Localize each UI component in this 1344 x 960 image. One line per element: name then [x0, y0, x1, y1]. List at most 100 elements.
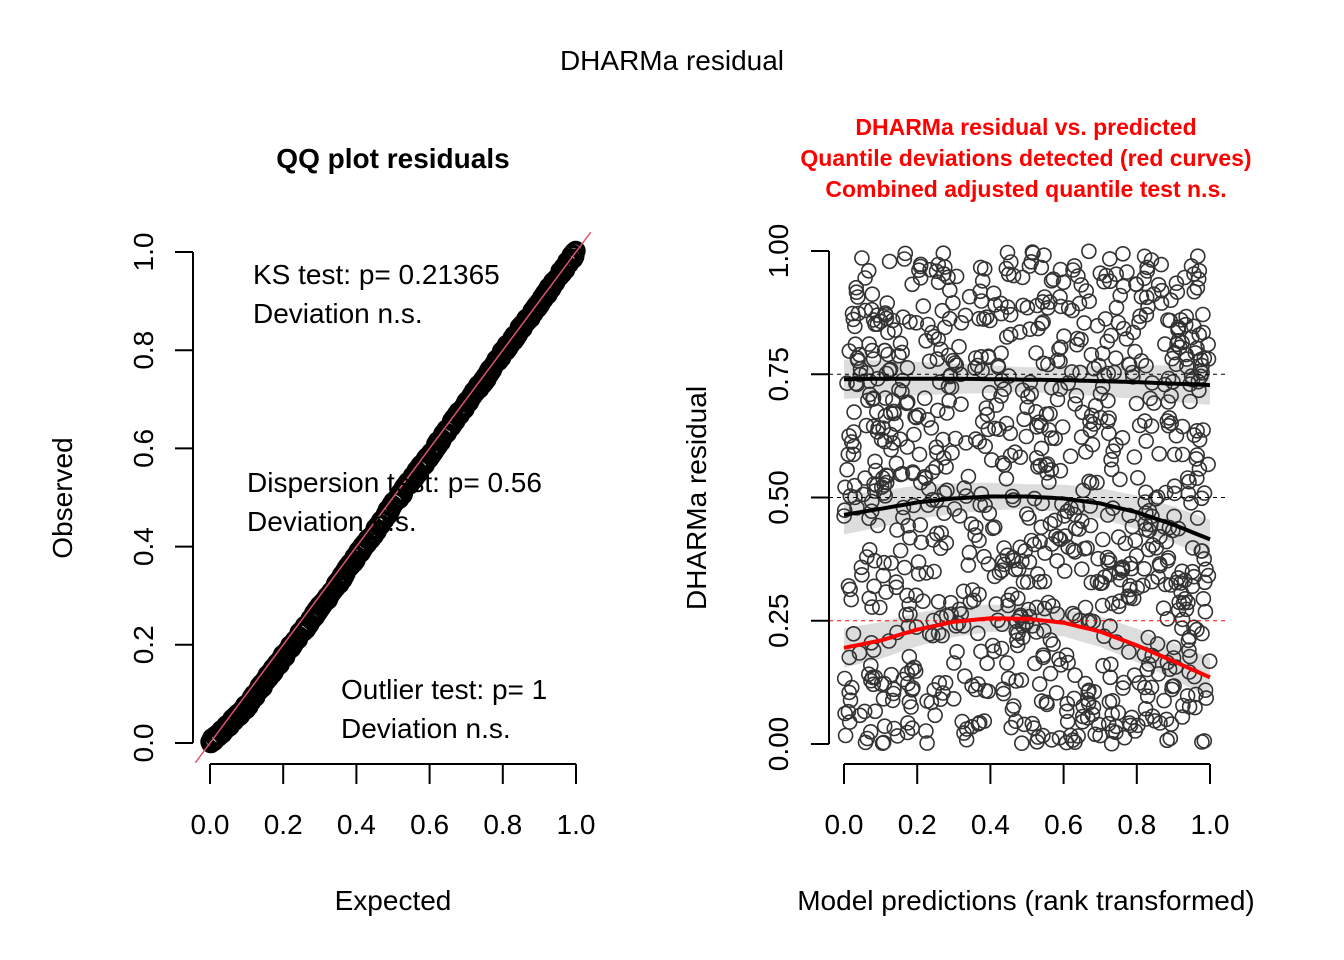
residual-point [1053, 657, 1069, 673]
residual-point [1036, 247, 1052, 263]
residual-point [1018, 428, 1035, 445]
residual-point [996, 381, 1013, 398]
residual-point [1036, 289, 1053, 305]
residual-point [960, 557, 977, 573]
residual-point [1185, 540, 1201, 556]
residual-point [986, 519, 1003, 536]
residual-point [1187, 699, 1203, 716]
residual-point [1130, 469, 1146, 486]
residual-point [1179, 358, 1195, 375]
residual-point [1039, 696, 1055, 713]
residual-point [1139, 688, 1156, 705]
qq-x-tick-label: 1.0 [557, 809, 596, 840]
residual-point [1095, 657, 1111, 674]
residual-point [1179, 470, 1196, 486]
residual-point [844, 305, 861, 322]
residual-point [1027, 655, 1043, 672]
residual-point [947, 430, 964, 447]
residual-point [1053, 298, 1069, 315]
residual-point [1082, 498, 1098, 514]
residual-point [894, 383, 910, 400]
residual-point [931, 374, 948, 390]
residual-point [945, 352, 961, 369]
residual-point [946, 655, 962, 671]
residual-point [940, 269, 956, 286]
outlier-test-line1: Outlier test: p= 1 [341, 674, 547, 705]
residual-point [1104, 595, 1121, 612]
residual-point [1056, 563, 1073, 579]
residual-point [1076, 315, 1092, 331]
residual-point [1158, 533, 1175, 550]
residual-point [910, 554, 927, 570]
residual-point [874, 735, 891, 752]
residual-point [1183, 258, 1200, 274]
residual-point [1198, 690, 1214, 706]
residual-point [953, 396, 969, 413]
residual-point [901, 596, 918, 613]
residual-point [1082, 413, 1098, 430]
residual-point [1161, 410, 1178, 426]
residual-point [937, 319, 953, 336]
residual-point [882, 361, 899, 378]
residual-point [924, 464, 941, 480]
residual-point [839, 461, 855, 478]
residual-point [861, 541, 878, 558]
residual-point [999, 547, 1016, 564]
residual-point [1120, 588, 1137, 605]
residual-point [969, 357, 986, 374]
qq-x-axis-label: Expected [335, 885, 452, 916]
residual-point [949, 643, 965, 660]
residual-point [918, 332, 934, 349]
residual-point [1144, 708, 1161, 725]
residual-point [961, 544, 978, 561]
residual-point [1043, 272, 1060, 289]
residual-point [934, 627, 950, 644]
residual-point [1150, 569, 1166, 585]
residual-point [1033, 519, 1050, 536]
residual-point [1108, 350, 1124, 367]
qq-reference-line [194, 231, 592, 764]
residual-point [910, 407, 927, 424]
residual-point [1100, 715, 1117, 732]
residual-x-axis: 0.0 0.2 0.4 0.6 0.8 1.0 [825, 763, 1229, 840]
outlier-test-annotation: Outlier test: p= 1 Deviation n.s. [341, 674, 547, 744]
residual-point [933, 341, 949, 358]
residual-point [1181, 642, 1197, 658]
quantile-curve-q0.5 [843, 494, 1211, 542]
residual-point [1140, 541, 1157, 558]
residual-x-tick-label: 0.0 [825, 809, 864, 840]
residual-point [1079, 540, 1095, 556]
residual-point [1074, 713, 1091, 730]
residual-point [1080, 691, 1096, 708]
residual-point [875, 690, 892, 707]
dispersion-test-line2: Deviation n.s. [247, 506, 417, 537]
residual-point [1101, 425, 1117, 442]
residual-point [863, 672, 879, 689]
residual-point [1013, 672, 1030, 688]
residual-point [1070, 728, 1086, 744]
residual-point [1153, 295, 1170, 311]
residual-point [892, 542, 909, 559]
qq-x-tick-label: 0.8 [483, 809, 522, 840]
residual-point [867, 453, 883, 470]
residual-point [977, 682, 994, 699]
residual-point [876, 718, 893, 735]
residual-point [936, 259, 953, 275]
residual-point [969, 625, 986, 642]
residual-point [1043, 462, 1060, 478]
residual-point [1041, 474, 1057, 490]
residual-point [864, 599, 880, 615]
residual-plot-title-line2: Quantile deviations detected (red curves… [800, 145, 1251, 171]
residual-point [836, 508, 852, 524]
residual-point [1031, 676, 1048, 692]
residual-point [921, 353, 938, 370]
residual-point [1052, 353, 1068, 370]
residual-point [915, 593, 931, 610]
residual-point [848, 375, 864, 392]
residual-point [1047, 512, 1063, 529]
residual-point [1174, 334, 1190, 351]
residual-point [1029, 419, 1045, 435]
qq-y-axis-label: Observed [47, 437, 78, 558]
residual-point [1139, 263, 1155, 279]
residual-vs-predicted-panel: DHARMa residual vs. predicted Quantile d… [681, 114, 1255, 916]
